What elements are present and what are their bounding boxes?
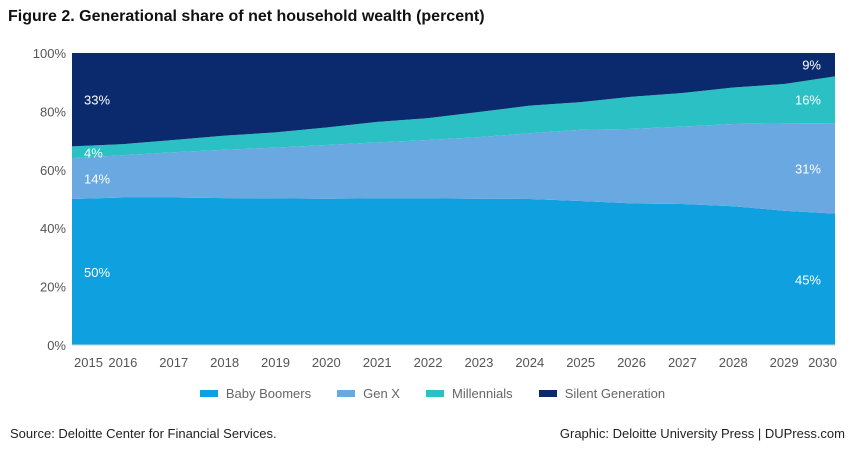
area-millennials <box>72 76 835 159</box>
legend-item-millennials: Millennials <box>425 386 513 401</box>
legend-item-silent-generation: Silent Generation <box>538 386 666 401</box>
x-tick-label: 2025 <box>566 355 595 370</box>
data-label-silent-generation-2015: 33% <box>84 93 110 108</box>
y-tick-label: 100% <box>33 46 67 61</box>
data-label-millennials-2030: 16% <box>795 93 821 108</box>
x-tick-label: 2022 <box>414 355 443 370</box>
legend-label: Silent Generation <box>564 386 666 401</box>
y-tick-label: 20% <box>40 280 66 295</box>
data-label-millennials-2015: 4% <box>84 145 103 160</box>
x-tick-label: 2019 <box>261 355 290 370</box>
x-tick-label: 2021 <box>363 355 392 370</box>
legend-label: Gen X <box>363 386 400 401</box>
x-tick-label: 2027 <box>668 355 697 370</box>
area-silent-generation <box>72 53 835 147</box>
chart-title: Figure 2. Generational share of net hous… <box>8 8 485 25</box>
y-tick-label: 0% <box>47 338 66 353</box>
x-axis: 2015 2016 2017 2018 2019 2020 2021 2022 2023 2024… <box>74 355 837 370</box>
legend-swatch <box>199 390 218 397</box>
source-note: Source: Deloitte Center for Financial Se… <box>10 426 277 441</box>
legend-item-baby-boomers: Baby Boomers <box>199 386 312 401</box>
x-tick-label: 2029 <box>770 355 799 370</box>
legend-label: Millennials <box>451 386 513 401</box>
data-label-silent-generation-2030: 9% <box>802 58 821 73</box>
legend-label: Baby Boomers <box>225 386 312 401</box>
area-baby-boomers <box>72 197 835 345</box>
x-tick-label: 2023 <box>464 355 493 370</box>
x-tick-label: 2016 <box>108 355 137 370</box>
y-tick-label: 80% <box>40 104 66 119</box>
y-tick-label: 40% <box>40 221 66 236</box>
data-label-gen-x-2015: 14% <box>84 172 110 187</box>
chart-svg: 0%20%40%60%80%100% 2015 2016 2017 2018 2019 2… <box>33 46 837 370</box>
y-axis: 0% 20% 40% 60% 80% 100% <box>33 46 67 353</box>
legend-item-gen-x: Gen X <box>337 386 400 401</box>
legend-swatch <box>538 390 557 397</box>
x-tick-label: 2026 <box>617 355 646 370</box>
x-tick-label: 2020 <box>312 355 341 370</box>
legend-swatch <box>337 390 356 397</box>
data-labels: 50% 14% 4% 33% 45% 31% 16% 9% <box>84 58 821 288</box>
area-gen-x <box>72 123 835 214</box>
data-label-baby-boomers-2015: 50% <box>84 265 110 280</box>
graphic-credit: Graphic: Deloitte University Press | DUP… <box>559 426 845 441</box>
y-tick-label: 60% <box>40 163 66 178</box>
x-tick-label: 2015 <box>74 355 103 370</box>
data-label-gen-x-2030: 31% <box>795 161 821 176</box>
legend-swatch <box>425 390 444 397</box>
data-label-baby-boomers-2030: 45% <box>795 272 821 287</box>
x-tick-label: 2017 <box>159 355 188 370</box>
x-tick-label: 2028 <box>719 355 748 370</box>
x-tick-label: 2018 <box>210 355 239 370</box>
x-tick-label: 2024 <box>515 355 544 370</box>
x-tick-label: 2030 <box>808 355 837 370</box>
legend: Baby Boomers Gen X Millennials Silent Gener… <box>0 386 865 401</box>
area-layers <box>72 53 835 345</box>
